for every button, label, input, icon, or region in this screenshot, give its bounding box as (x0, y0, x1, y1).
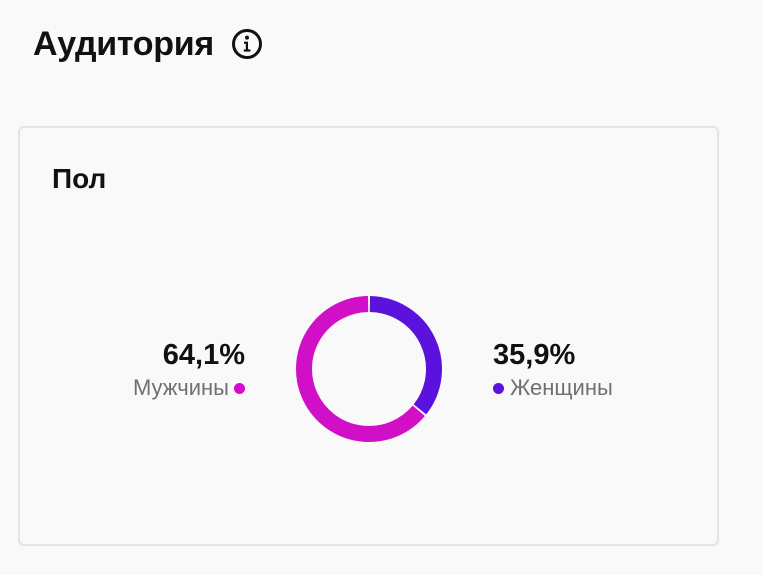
male-label: Мужчины (132, 375, 229, 400)
gender-donut-chart (296, 296, 442, 442)
female-legend-dot (493, 382, 504, 394)
female-label: Женщины (510, 375, 613, 400)
gender-card: Пол 64,1% Мужчины 35,9% Женщины (18, 126, 719, 546)
male-legend-dot (234, 382, 245, 394)
female-slice (369, 296, 442, 415)
header: Аудитория (33, 20, 263, 68)
female-percentage: 35,9% (493, 339, 576, 371)
page-title: Аудитория (33, 25, 214, 63)
info-icon[interactable] (231, 28, 263, 60)
card-title: Пол (52, 163, 107, 194)
female-legend: Женщины (493, 373, 613, 403)
male-slice (296, 296, 425, 442)
male-percentage: 64,1% (162, 339, 245, 371)
male-stat: 64,1% Мужчины (133, 338, 245, 403)
female-stat: 35,9% Женщины (493, 338, 613, 403)
male-legend: Мужчины (133, 373, 245, 403)
